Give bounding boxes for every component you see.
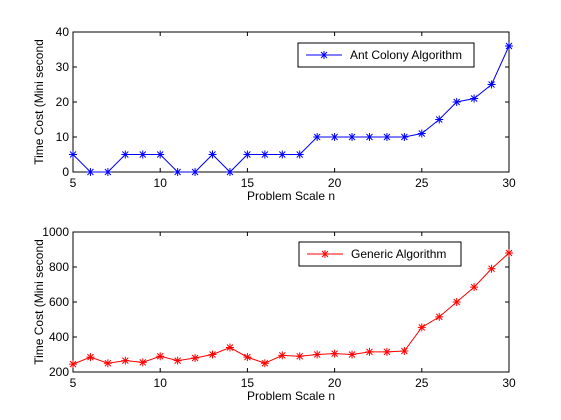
chart-1: 5 10 15 20 25 30 0 10 20 30 40 Problem Scale n Time … — [32, 25, 516, 203]
data-point — [488, 265, 496, 273]
x-tick-label: 5 — [70, 376, 77, 390]
data-point — [209, 151, 217, 159]
data-point — [69, 360, 77, 368]
legend: Generic Algorithm — [299, 242, 461, 266]
data-point — [86, 353, 94, 361]
legend-label: Ant Colony Algorithm — [350, 48, 462, 62]
data-point — [226, 168, 234, 176]
y-axis-label: Time Cost (Mini second — [32, 239, 46, 365]
data-point — [365, 348, 373, 356]
legend-marker — [321, 250, 329, 258]
data-point — [243, 151, 251, 159]
data-point — [139, 358, 147, 366]
x-tick-label: 20 — [328, 176, 342, 190]
y-tick-label: 400 — [49, 330, 69, 344]
x-tick-label: 10 — [154, 376, 168, 390]
data-point — [174, 357, 182, 365]
data-point — [470, 95, 478, 103]
data-point — [296, 151, 304, 159]
data-point — [383, 133, 391, 141]
x-tick-label: 10 — [154, 176, 168, 190]
y-tick-label: 200 — [49, 365, 69, 379]
y-tick-label: 10 — [56, 130, 70, 144]
data-point — [348, 133, 356, 141]
y-tick-label: 1000 — [42, 225, 69, 239]
data-point — [86, 168, 94, 176]
data-point — [226, 344, 234, 352]
x-axis-label: Problem Scale n — [247, 389, 335, 403]
chart-2: 5 10 15 20 25 30 200 400 600 800 1000 Problem Scale… — [32, 225, 516, 403]
data-point — [278, 351, 286, 359]
data-point — [383, 348, 391, 356]
data-point — [470, 283, 478, 291]
data-point — [278, 151, 286, 159]
data-point — [191, 354, 199, 362]
legend-label: Generic Algorithm — [351, 247, 446, 261]
data-point — [400, 133, 408, 141]
x-axis-label: Problem Scale n — [247, 189, 335, 203]
data-point — [296, 352, 304, 360]
data-point — [313, 351, 321, 359]
x-tick-label: 25 — [415, 176, 429, 190]
y-tick-label: 800 — [49, 260, 69, 274]
data-point — [435, 116, 443, 124]
data-point — [488, 81, 496, 89]
data-point — [418, 323, 426, 331]
data-point — [505, 249, 513, 257]
data-point — [331, 350, 339, 358]
y-tick-label: 40 — [56, 25, 70, 39]
y-axis-label: Time Cost (Mini second — [32, 39, 46, 165]
y-tick-label: 0 — [62, 165, 69, 179]
data-point — [121, 357, 129, 365]
data-point — [243, 353, 251, 361]
x-tick-label: 5 — [70, 176, 77, 190]
data-point — [453, 298, 461, 306]
data-point — [209, 351, 217, 359]
x-tick-label: 20 — [328, 376, 342, 390]
x-tick-label: 30 — [502, 376, 516, 390]
y-tick-label: 30 — [56, 60, 70, 74]
data-point — [400, 347, 408, 355]
data-point — [69, 151, 77, 159]
y-tick-label: 20 — [56, 95, 70, 109]
legend-marker — [320, 51, 328, 59]
x-tick-label: 15 — [241, 176, 255, 190]
data-point — [348, 351, 356, 359]
data-point — [331, 133, 339, 141]
data-point — [261, 151, 269, 159]
data-point — [365, 133, 373, 141]
y-tick-label: 600 — [49, 295, 69, 309]
x-tick-label: 30 — [502, 176, 516, 190]
data-point — [121, 151, 129, 159]
data-point — [505, 42, 513, 50]
legend: Ant Colony Algorithm — [298, 43, 474, 67]
data-point — [104, 359, 112, 367]
data-point — [191, 168, 199, 176]
x-tick-label: 15 — [241, 376, 255, 390]
data-point — [104, 168, 112, 176]
x-tick-label: 25 — [415, 376, 429, 390]
data-point — [156, 151, 164, 159]
data-point — [418, 130, 426, 138]
data-point — [313, 133, 321, 141]
data-point — [261, 359, 269, 367]
data-point — [453, 98, 461, 106]
data-point — [174, 168, 182, 176]
data-point — [435, 313, 443, 321]
data-point — [139, 151, 147, 159]
data-point — [156, 352, 164, 360]
